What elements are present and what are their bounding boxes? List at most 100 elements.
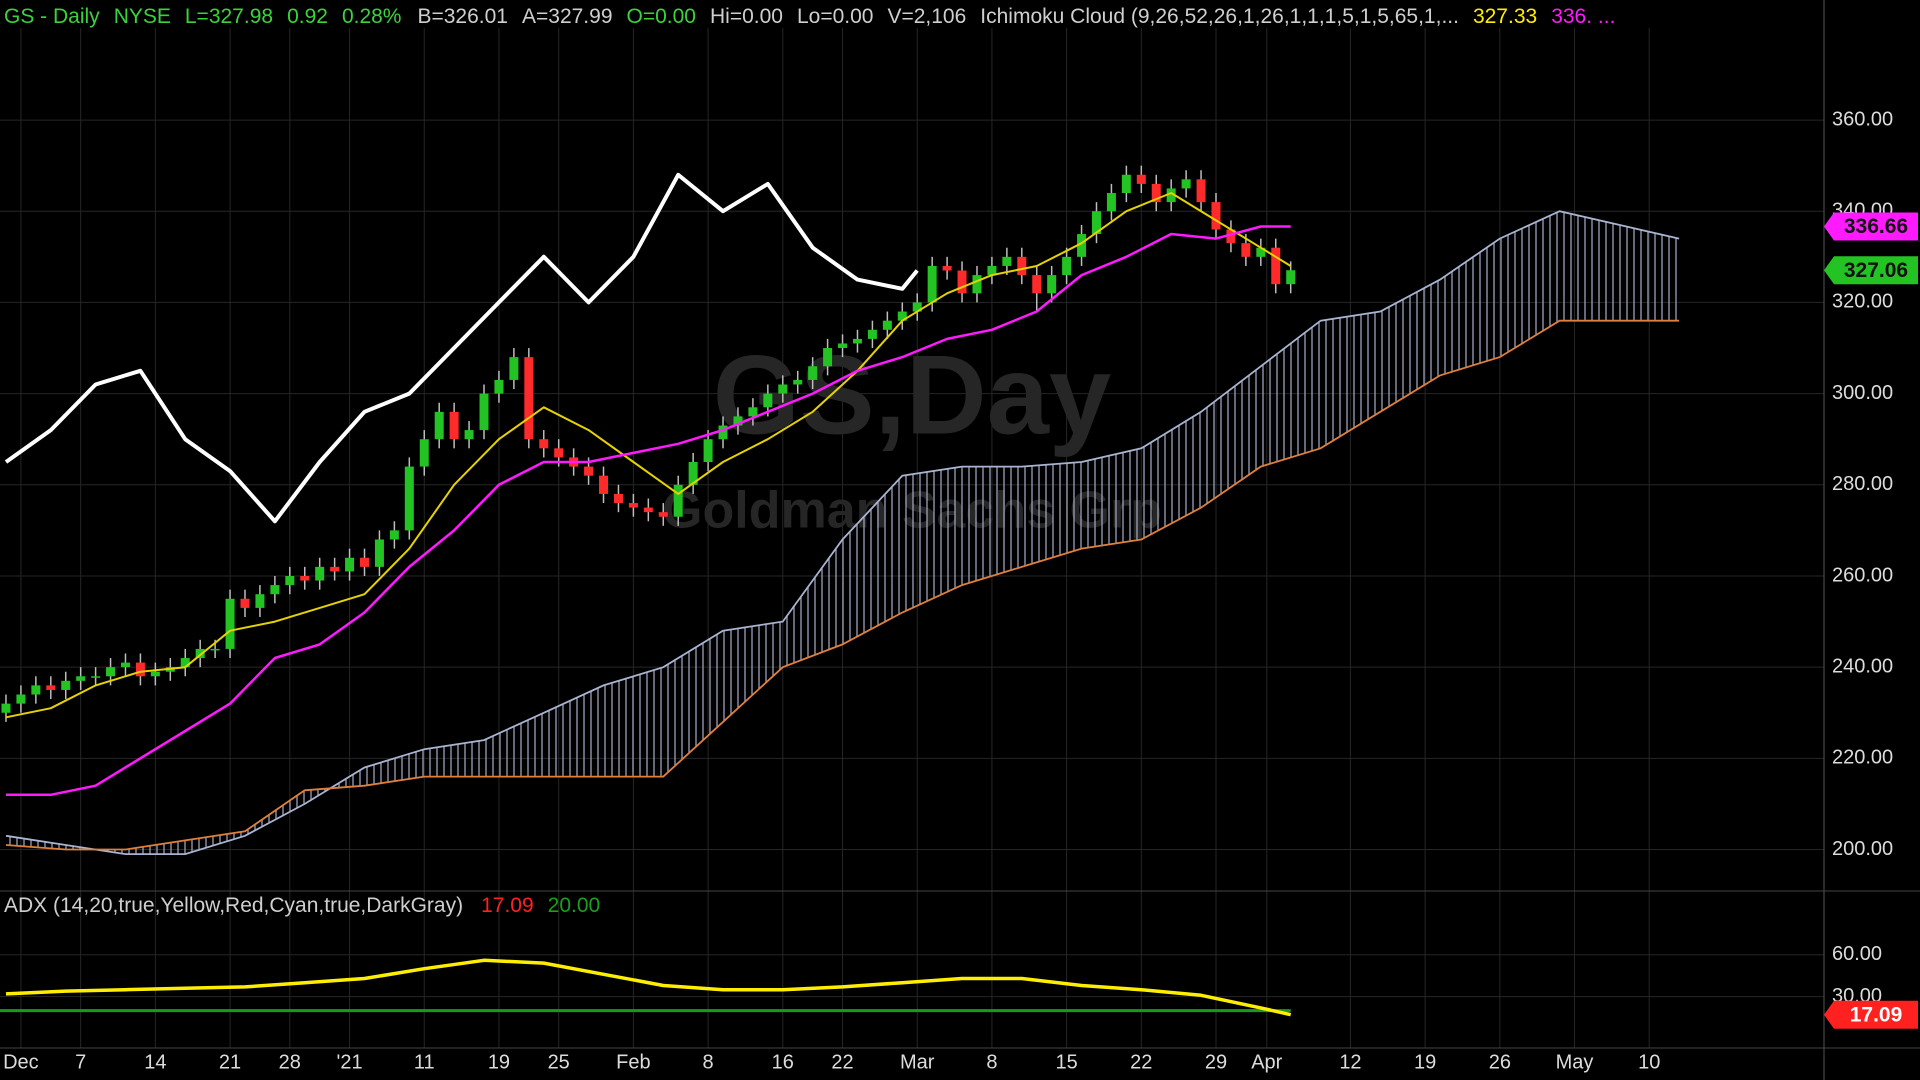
x-tick-label: 22 [1130, 1051, 1152, 1073]
study-value: 336. ... [1551, 5, 1615, 28]
candle-body [554, 448, 564, 458]
cloud-fill [6, 211, 1680, 855]
candle-body [972, 275, 982, 294]
candle-body [360, 557, 370, 567]
candle-body [1136, 174, 1146, 184]
price-marker-label: 327.06 [1844, 259, 1908, 282]
adx-value: 17.09 [481, 894, 534, 917]
exchange: NYSE [114, 5, 171, 28]
candle-body [150, 671, 160, 677]
low: Lo=0.00 [797, 5, 874, 28]
candle-body [1047, 275, 1057, 294]
grid [0, 28, 1824, 1048]
study-value: 327.33 [1473, 5, 1537, 28]
candle-body [135, 662, 145, 677]
candle-body [1032, 275, 1042, 294]
open: O=0.00 [627, 5, 696, 28]
x-tick-label: 14 [144, 1051, 166, 1073]
y-tick-label: 240.00 [1832, 655, 1893, 677]
candle-body [464, 430, 474, 440]
candle-body [91, 676, 101, 678]
candle-body [404, 466, 414, 531]
x-tick-label: 29 [1205, 1051, 1227, 1073]
candle-body [210, 648, 220, 651]
price-marker [1824, 256, 1918, 285]
candle-body [733, 416, 743, 426]
high: Hi=0.00 [710, 5, 783, 28]
x-tick-label: 10 [1638, 1051, 1660, 1073]
x-tick-label: 15 [1055, 1051, 1077, 1073]
candle-body [793, 379, 803, 385]
x-tick-label: 19 [1414, 1051, 1436, 1073]
candle-body [778, 384, 788, 394]
bid: B=326.01 [417, 5, 508, 28]
candle-body [374, 539, 384, 567]
candle-body [1151, 183, 1161, 203]
candle-body [823, 348, 833, 367]
change-pct: 0.28% [342, 5, 402, 28]
candle-body [539, 439, 549, 449]
x-tick-label: 7 [75, 1051, 86, 1073]
x-tick-label: Feb [616, 1051, 650, 1073]
candle-body [852, 338, 862, 344]
y-tick-label: 220.00 [1832, 747, 1893, 769]
candle-body [315, 566, 325, 581]
y-tick-label: 360.00 [1832, 108, 1893, 130]
indicator-line [5, 192, 1292, 719]
candle-body [1091, 211, 1101, 235]
symbol: GS - Daily [4, 5, 100, 28]
x-tick-label: 26 [1489, 1051, 1511, 1073]
candle-body [1196, 179, 1206, 203]
candle-body [180, 658, 190, 668]
ask: A=327.99 [522, 5, 613, 28]
candle-body [330, 566, 340, 572]
y-tick-label: 260.00 [1832, 564, 1893, 586]
candle-body [748, 407, 758, 417]
candle-body [479, 393, 489, 431]
candle-body [31, 685, 41, 695]
adx-line [5, 958, 1292, 1017]
candle-body [1181, 179, 1191, 189]
candle-body [494, 379, 504, 394]
last: L=327.98 [185, 5, 273, 28]
candle-body [897, 311, 907, 321]
x-tick-label: 28 [279, 1051, 301, 1073]
x-tick-label: 8 [703, 1051, 714, 1073]
x-tick-label: 22 [831, 1051, 853, 1073]
indicator-line [4, 172, 919, 524]
plot [0, 165, 1680, 1017]
candle-body [389, 530, 399, 540]
candle-body [1106, 193, 1116, 212]
candle-body [1002, 256, 1012, 266]
candle-body [628, 503, 638, 508]
candle-body [1017, 256, 1027, 276]
candle-body [838, 343, 848, 349]
candle-body [1241, 243, 1251, 257]
candle-body [942, 265, 952, 271]
x-tick-label: 8 [986, 1051, 997, 1073]
candle-body [1211, 202, 1221, 230]
y-tick-label: 320.00 [1832, 291, 1893, 313]
study: Ichimoku Cloud (9,26,52,26,1,26,1,1,1,5,… [980, 5, 1459, 28]
y-tick-label: 280.00 [1832, 473, 1893, 495]
candle-body [524, 357, 534, 440]
candle-body [225, 598, 235, 649]
watermark-symbol: GS,Day [713, 333, 1111, 458]
x-tick-label: May [1556, 1051, 1594, 1073]
adx-threshold: 20.00 [548, 894, 601, 917]
header: GS - Daily NYSE L=327.98 0.92 0.28% B=326.01 A… [4, 5, 1615, 28]
candle-body [1226, 229, 1236, 244]
candle-body [61, 680, 71, 690]
candle-body [987, 265, 997, 276]
candle-body [1062, 256, 1072, 276]
candle-body [195, 648, 205, 659]
candle-body [76, 676, 86, 681]
candle-body [673, 484, 683, 517]
candle-body [584, 466, 594, 476]
x-tick-label: Dec [3, 1051, 39, 1073]
adx-marker [1824, 1000, 1918, 1029]
candle-body [16, 694, 26, 704]
candle-body [1, 703, 11, 713]
candle-body [449, 411, 459, 440]
adx-header: ADX (14,20,true,Yellow,Red,Cyan,true,Dar… [4, 894, 600, 917]
